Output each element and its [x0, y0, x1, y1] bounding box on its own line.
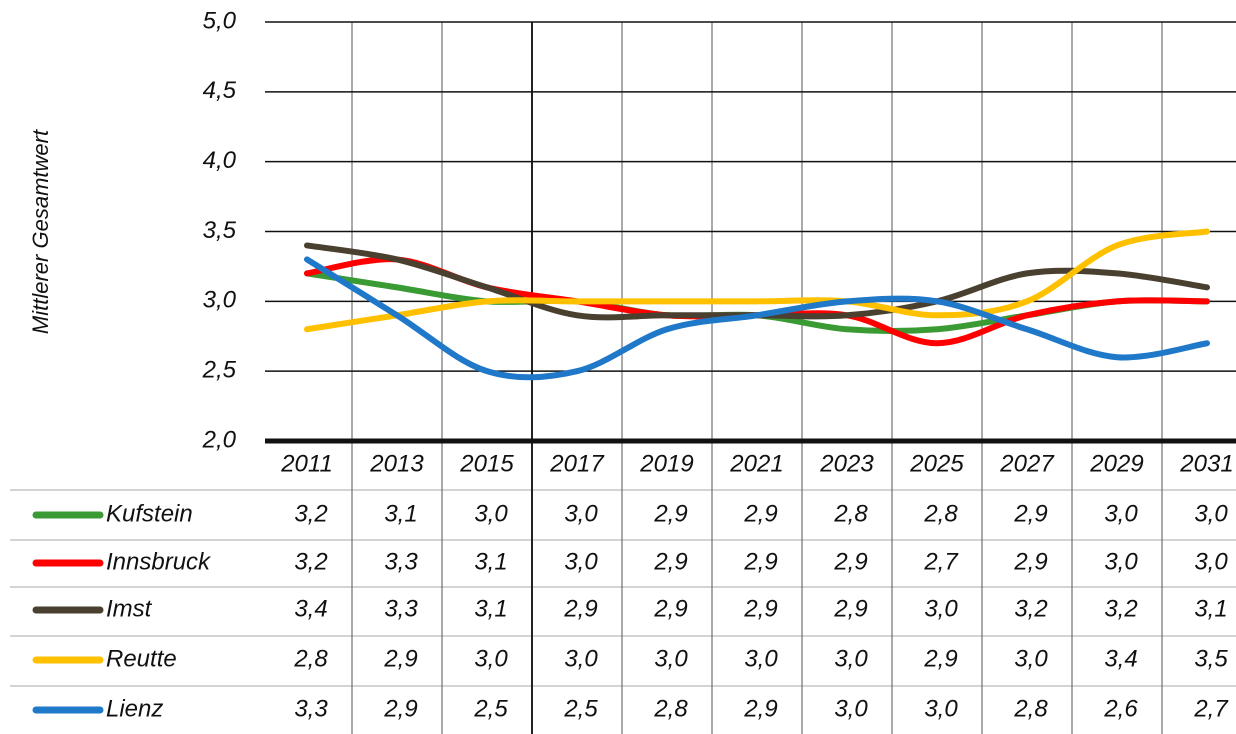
legend-label: Reutte	[106, 645, 177, 672]
table-cell: 3,4	[1104, 645, 1137, 672]
x-tick-label: 2011	[280, 450, 333, 477]
y-tick-label: 2,5	[202, 357, 237, 384]
x-tick-label: 2031	[1179, 450, 1233, 477]
table-cell: 3,0	[1194, 548, 1228, 575]
table-cell: 2,9	[653, 595, 687, 622]
table-cell: 3,0	[1104, 548, 1138, 575]
table-cell: 2,9	[923, 645, 957, 672]
table-cell: 3,1	[1194, 595, 1227, 622]
table-cell: 2,9	[563, 595, 597, 622]
table-cell: 2,8	[293, 645, 328, 672]
table-cell: 3,2	[294, 500, 327, 527]
table-cell: 2,8	[833, 500, 868, 527]
table-cell: 3,3	[384, 548, 418, 575]
x-tick-label: 2015	[459, 450, 514, 477]
table-cell: 3,4	[294, 595, 327, 622]
table-cell: 2,9	[833, 548, 867, 575]
table-cell: 2,9	[1013, 500, 1047, 527]
table-cell: 2,8	[923, 500, 958, 527]
table-cell: 2,7	[1193, 695, 1229, 722]
table-cell: 3,0	[564, 548, 598, 575]
table-cell: 2,9	[653, 548, 687, 575]
table-cell: 3,0	[1104, 500, 1138, 527]
table-cell: 3,0	[834, 645, 868, 672]
legend-label: Kufstein	[106, 500, 193, 527]
legend-label: Imst	[106, 595, 153, 622]
x-tick-label: 2025	[909, 450, 964, 477]
table-cell: 3,0	[834, 695, 868, 722]
table-cell: 3,0	[474, 500, 508, 527]
table-cell: 2,9	[653, 500, 687, 527]
y-tick-label: 4,5	[203, 77, 237, 104]
y-axis-label: Mittlerer Gesamtwert	[28, 129, 53, 334]
table-cell: 3,2	[1014, 595, 1047, 622]
table-cell: 3,3	[384, 595, 418, 622]
table-cell: 3,0	[1014, 645, 1048, 672]
legend-label: Innsbruck	[106, 548, 212, 575]
y-tick-label: 5,0	[203, 7, 237, 34]
x-tick-label: 2023	[819, 450, 874, 477]
table-cell: 3,0	[654, 645, 688, 672]
table-cell: 2,6	[1103, 695, 1138, 722]
table-cell: 2,5	[563, 695, 598, 722]
line	[304, 228, 1210, 333]
line	[304, 256, 1210, 381]
table-cell: 3,1	[474, 548, 507, 575]
x-tick-label: 2021	[729, 450, 783, 477]
table-cell: 3,5	[1194, 645, 1228, 672]
table-cell: 2,8	[653, 695, 688, 722]
table-cell: 3,1	[474, 595, 507, 622]
y-tick-label: 2,0	[202, 426, 237, 453]
table-cell: 3,0	[474, 645, 508, 672]
y-tick-label: 3,5	[203, 217, 237, 244]
table-cell: 2,9	[833, 595, 867, 622]
x-tick-label: 2017	[549, 450, 605, 477]
table-cell: 3,2	[1104, 595, 1137, 622]
x-tick-label: 2013	[369, 450, 424, 477]
legend-label: Lienz	[106, 695, 163, 722]
table-cell: 3,1	[384, 500, 417, 527]
table-cell: 3,0	[744, 645, 778, 672]
table-cell: 2,9	[383, 645, 417, 672]
table-cell: 2,9	[1013, 548, 1047, 575]
x-tick-label: 2019	[639, 450, 693, 477]
table-cell: 2,9	[743, 695, 777, 722]
table-cell: 3,0	[564, 645, 598, 672]
table-cell: 2,5	[473, 695, 508, 722]
y-tick-label: 4,0	[203, 147, 237, 174]
x-tick-label: 2029	[1089, 450, 1143, 477]
table-cell: 2,7	[923, 548, 959, 575]
table-cell: 3,0	[924, 695, 958, 722]
y-tick-label: 3,0	[203, 287, 237, 314]
table-cell: 2,9	[743, 595, 777, 622]
table-cell: 2,9	[743, 500, 777, 527]
table-cell: 3,2	[294, 548, 327, 575]
table-cell: 2,8	[1013, 695, 1048, 722]
table-cell: 2,9	[743, 548, 777, 575]
table-cell: 2,9	[383, 695, 417, 722]
x-tick-label: 2027	[999, 450, 1055, 477]
table-cell: 3,3	[294, 695, 328, 722]
table-cell: 3,0	[564, 500, 598, 527]
table-cell: 3,0	[924, 595, 958, 622]
table-cell: 3,0	[1194, 500, 1228, 527]
